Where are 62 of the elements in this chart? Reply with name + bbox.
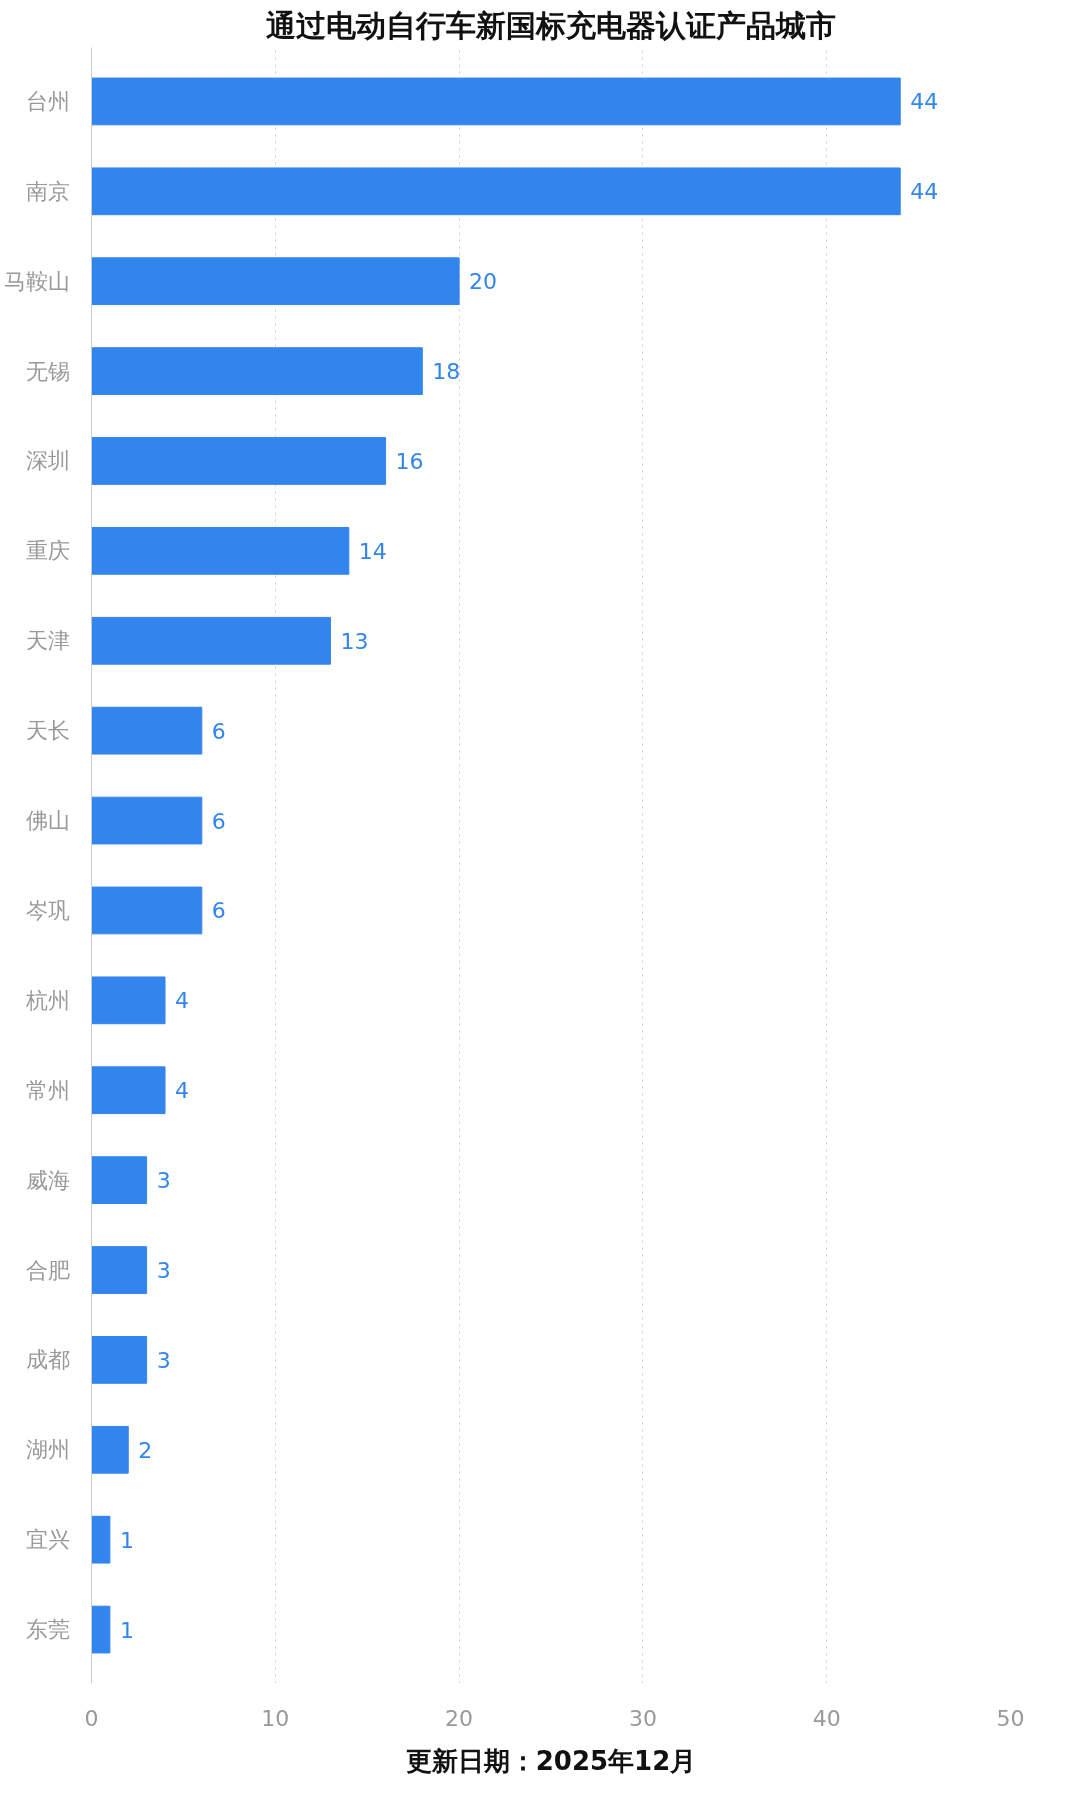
y-tick-label: 深圳: [25, 448, 70, 474]
bar: [91, 1605, 111, 1654]
bar: [91, 257, 460, 306]
data-label: 3: [156, 1168, 171, 1194]
x-tick-label: 30: [628, 1705, 657, 1731]
bar: [91, 886, 203, 935]
data-label: 44: [910, 89, 939, 115]
y-tick-label: 无锡: [25, 358, 70, 384]
y-tick-label: 东莞: [25, 1617, 70, 1643]
data-label: 4: [175, 1078, 190, 1104]
bar: [91, 347, 423, 395]
data-label: 3: [156, 1347, 171, 1373]
data-label: 1: [119, 1617, 134, 1643]
bar: [91, 167, 901, 216]
x-tick-label: 40: [812, 1705, 841, 1731]
bar: [91, 976, 166, 1025]
y-tick-label: 重庆: [25, 538, 70, 564]
bar: [91, 1515, 111, 1564]
bar: [91, 1246, 148, 1294]
data-label: 2: [138, 1437, 153, 1463]
x-tick-label: 0: [84, 1705, 99, 1731]
data-label: 6: [211, 718, 226, 744]
y-tick-label: 常州: [25, 1077, 70, 1103]
bar: [91, 796, 203, 845]
bar: [91, 1066, 166, 1115]
data-label: 18: [432, 359, 461, 385]
y-tick-label: 威海: [25, 1167, 70, 1193]
data-label: 16: [395, 448, 424, 474]
data-label: 1: [119, 1527, 134, 1553]
data-label: 6: [211, 898, 226, 924]
data-label: 14: [358, 538, 387, 564]
data-label: 13: [340, 628, 369, 654]
data-label: 20: [469, 269, 498, 295]
bar: [91, 616, 331, 665]
text: 更新日期：2025年12月: [405, 1745, 697, 1776]
y-tick-label: 天长: [25, 718, 70, 744]
y-tick-label: 台州: [25, 88, 70, 114]
x-tick-label: 50: [996, 1705, 1025, 1731]
chart-title: 通过电动自行车新国标充电器认证产品城市: [266, 7, 836, 43]
y-tick-label: 佛山: [25, 808, 70, 834]
bar: [91, 1425, 129, 1474]
y-tick-label: 岑巩: [25, 897, 70, 923]
bar: [91, 1156, 148, 1204]
data-label: 3: [156, 1258, 171, 1284]
y-tick-label: 杭州: [24, 987, 70, 1013]
y-tick-label: 南京: [25, 178, 70, 204]
bar: [91, 1336, 148, 1384]
bar: [91, 437, 387, 485]
y-tick-label: 成都: [25, 1347, 70, 1373]
data-label: 44: [910, 179, 939, 205]
x-tick-label: 20: [445, 1705, 474, 1731]
y-tick-label: 湖州: [25, 1437, 70, 1463]
data-label: 6: [211, 808, 226, 834]
y-tick-label: 宜兴: [25, 1527, 70, 1553]
x-tick-label: 10: [261, 1705, 290, 1731]
y-tick-label: 天津: [25, 628, 70, 654]
y-tick-label: 合肥: [25, 1257, 70, 1283]
bar: [91, 527, 350, 575]
bar: [91, 706, 203, 755]
bar: [91, 77, 901, 126]
y-tick-label: 马鞍山: [3, 268, 70, 294]
data-label: 4: [175, 988, 190, 1014]
